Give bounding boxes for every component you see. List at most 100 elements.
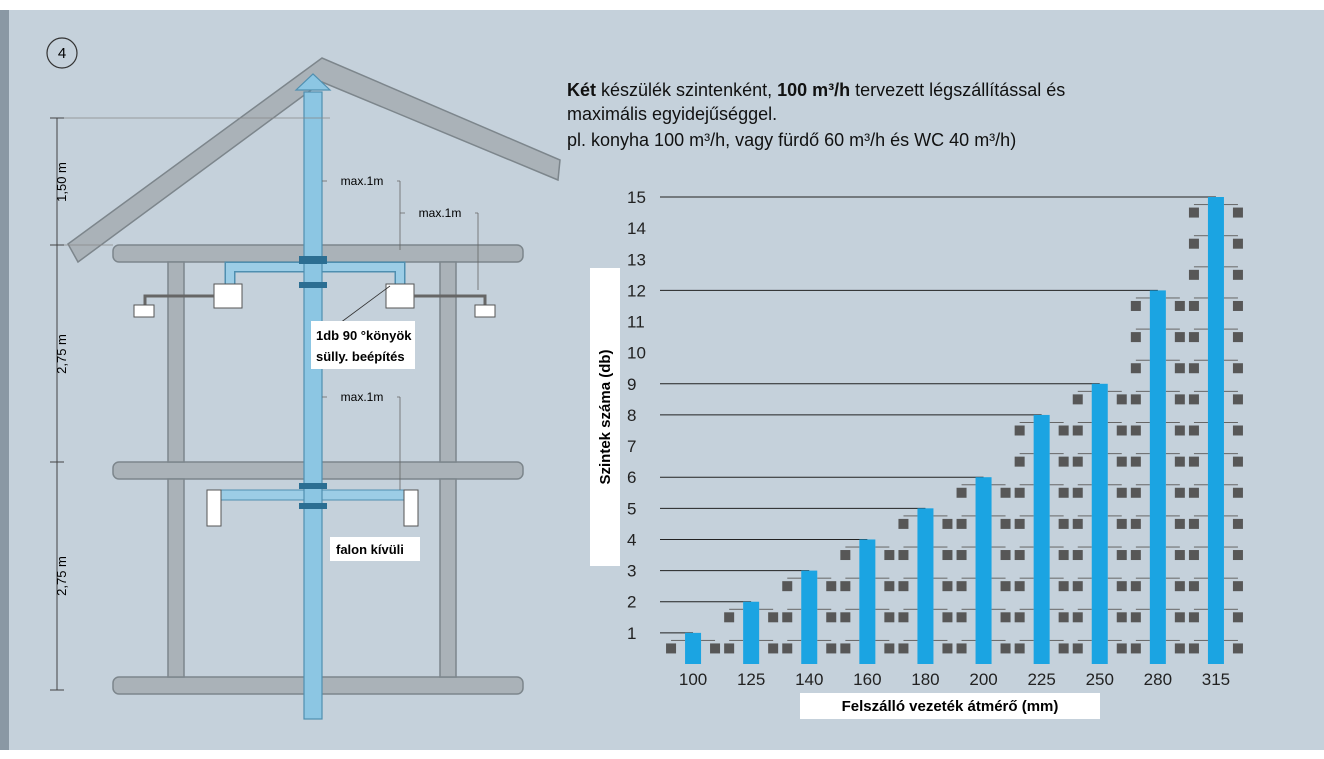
device (1130, 300, 1141, 311)
device (1072, 518, 1083, 529)
y-tick-label: 7 (627, 437, 636, 456)
device (840, 581, 851, 592)
device (1014, 643, 1025, 654)
wall-note: falon kívüli (336, 542, 404, 557)
device (1116, 394, 1127, 405)
device (956, 581, 967, 592)
column (167, 261, 185, 463)
device (956, 487, 967, 498)
distance-label: max.1m (341, 174, 384, 188)
device (1188, 581, 1199, 592)
x-tick-label: 100 (679, 670, 707, 689)
device (1072, 612, 1083, 623)
device (898, 612, 909, 623)
y-tick-label: 15 (627, 188, 646, 207)
device (1072, 581, 1083, 592)
device (1058, 487, 1069, 498)
device (1188, 518, 1199, 529)
bar (975, 477, 992, 664)
device (1232, 300, 1243, 311)
device (1174, 612, 1185, 623)
device (956, 612, 967, 623)
device (1188, 238, 1199, 249)
pointer (339, 285, 391, 324)
y-tick-label: 8 (627, 406, 636, 425)
y-tick-label: 2 (627, 593, 636, 612)
device (1174, 643, 1185, 654)
device (1232, 394, 1243, 405)
device (1116, 425, 1127, 436)
device (1130, 487, 1141, 498)
device (206, 489, 222, 527)
device (1130, 332, 1141, 343)
note-box (330, 537, 420, 561)
device (942, 518, 953, 529)
device (956, 550, 967, 561)
device (666, 643, 677, 654)
elbow-note: 1db 90 °könyök (316, 328, 412, 343)
device (1014, 518, 1025, 529)
device (898, 643, 909, 654)
device (1072, 487, 1083, 498)
device (1232, 612, 1243, 623)
device (782, 643, 793, 654)
device (1072, 394, 1083, 405)
device (884, 643, 895, 654)
y-tick-label: 14 (627, 219, 646, 238)
device (1188, 363, 1199, 374)
column (439, 261, 457, 463)
bar (685, 632, 702, 664)
label-bg (327, 388, 397, 404)
device (1058, 550, 1069, 561)
device (768, 643, 779, 654)
dimension-line (50, 117, 64, 691)
device (884, 612, 895, 623)
device (1232, 550, 1243, 561)
device (1174, 300, 1185, 311)
y-tick-label: 4 (627, 530, 636, 549)
device (1130, 394, 1141, 405)
device (840, 550, 851, 561)
device (724, 612, 735, 623)
device (942, 643, 953, 654)
device (1174, 487, 1185, 498)
distance-label: max.1m (419, 206, 462, 220)
device (1130, 518, 1141, 529)
bar (1207, 197, 1224, 664)
device (1188, 643, 1199, 654)
device (782, 612, 793, 623)
description: pl. konyha 100 m³/h, vagy fürdő 60 m³/h … (567, 130, 1016, 150)
device (1174, 332, 1185, 343)
device (1232, 363, 1243, 374)
bar (859, 539, 876, 664)
dimension-label: 2,75 m (54, 334, 69, 374)
device (724, 643, 735, 654)
riser-cap (294, 73, 332, 91)
x-tick-label: 125 (737, 670, 765, 689)
device (1130, 550, 1141, 561)
device (1000, 550, 1011, 561)
device (1232, 269, 1243, 280)
dimension-label: 2,75 m (54, 556, 69, 596)
device (1014, 425, 1025, 436)
device (942, 550, 953, 561)
device (942, 612, 953, 623)
device (1232, 518, 1243, 529)
bar (917, 508, 934, 664)
device (1130, 581, 1141, 592)
device (213, 283, 243, 309)
description-part: Két (567, 80, 596, 100)
device (385, 283, 415, 309)
x-tick-label: 200 (969, 670, 997, 689)
device (1116, 550, 1127, 561)
device (1174, 425, 1185, 436)
column (439, 478, 457, 678)
device (1072, 456, 1083, 467)
device (1130, 456, 1141, 467)
device (1188, 394, 1199, 405)
device (956, 643, 967, 654)
device (1232, 487, 1243, 498)
device (956, 518, 967, 529)
device (1174, 518, 1185, 529)
